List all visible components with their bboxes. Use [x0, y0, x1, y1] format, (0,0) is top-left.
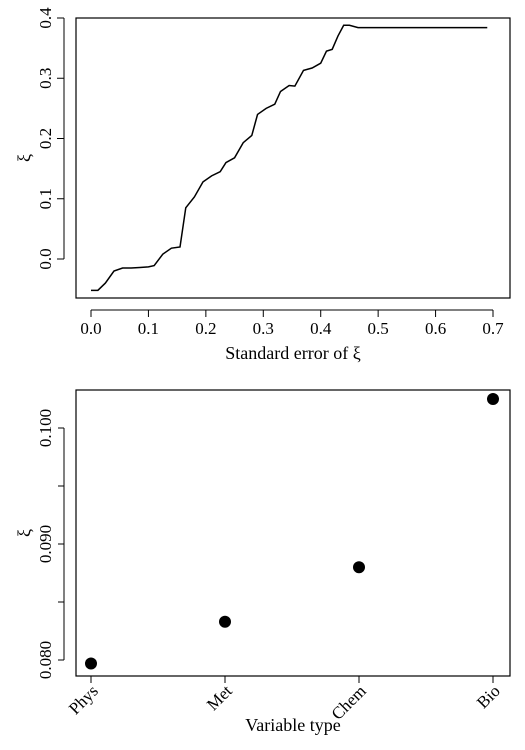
series-group — [91, 24, 488, 292]
x-tick-label: Phys — [65, 681, 102, 718]
data-point — [219, 615, 231, 628]
y-axis-title: ξ — [14, 154, 34, 162]
plot-frame — [75, 17, 511, 299]
y-tick-label: 0.3 — [36, 68, 55, 89]
top-line-chart: 0.0 0.1 0.2 0.3 0.4 0.0 0.1 0.2 0.3 0.4 0.5 0.6 0.7… — [14, 7, 511, 363]
x-tick-label: 0.3 — [253, 319, 274, 338]
y-tick-label: 0.080 — [36, 641, 55, 679]
x-tick-label: 0.5 — [368, 319, 389, 338]
y-tick-label: 0.100 — [36, 409, 55, 447]
series-line — [91, 24, 488, 292]
y-tick-label: 0.4 — [36, 7, 55, 29]
data-point — [85, 657, 97, 670]
points-group — [85, 393, 499, 670]
x-tick-label: 0.6 — [425, 319, 446, 338]
data-point — [353, 561, 365, 574]
x-tick-label: 0.4 — [310, 319, 332, 338]
x-tick-label: 0.0 — [80, 319, 101, 338]
x-axis: 0.0 0.1 0.2 0.3 0.4 0.5 0.6 0.7 — [80, 309, 504, 338]
y-axis: 0.080 0.090 0.100 — [36, 409, 65, 679]
data-point — [487, 393, 499, 405]
x-axis-title: Standard error of ξ — [225, 343, 360, 363]
y-axis: 0.0 0.1 0.2 0.3 0.4 — [36, 7, 65, 270]
y-tick-label: 0.090 — [36, 525, 55, 563]
x-tick-label: 0.2 — [195, 319, 216, 338]
x-tick-label: Met — [203, 681, 236, 714]
y-axis-title: ξ — [14, 529, 34, 537]
x-tick-label: Bio — [473, 681, 504, 712]
y-tick-label: 0.1 — [36, 188, 55, 209]
plot-frame — [75, 389, 511, 677]
y-tick-label: 0.0 — [36, 248, 55, 269]
x-axis-title: Variable type — [245, 715, 340, 735]
x-tick-label: 0.1 — [138, 319, 159, 338]
x-tick-label: 0.7 — [482, 319, 504, 338]
y-tick-label: 0.2 — [36, 128, 55, 149]
